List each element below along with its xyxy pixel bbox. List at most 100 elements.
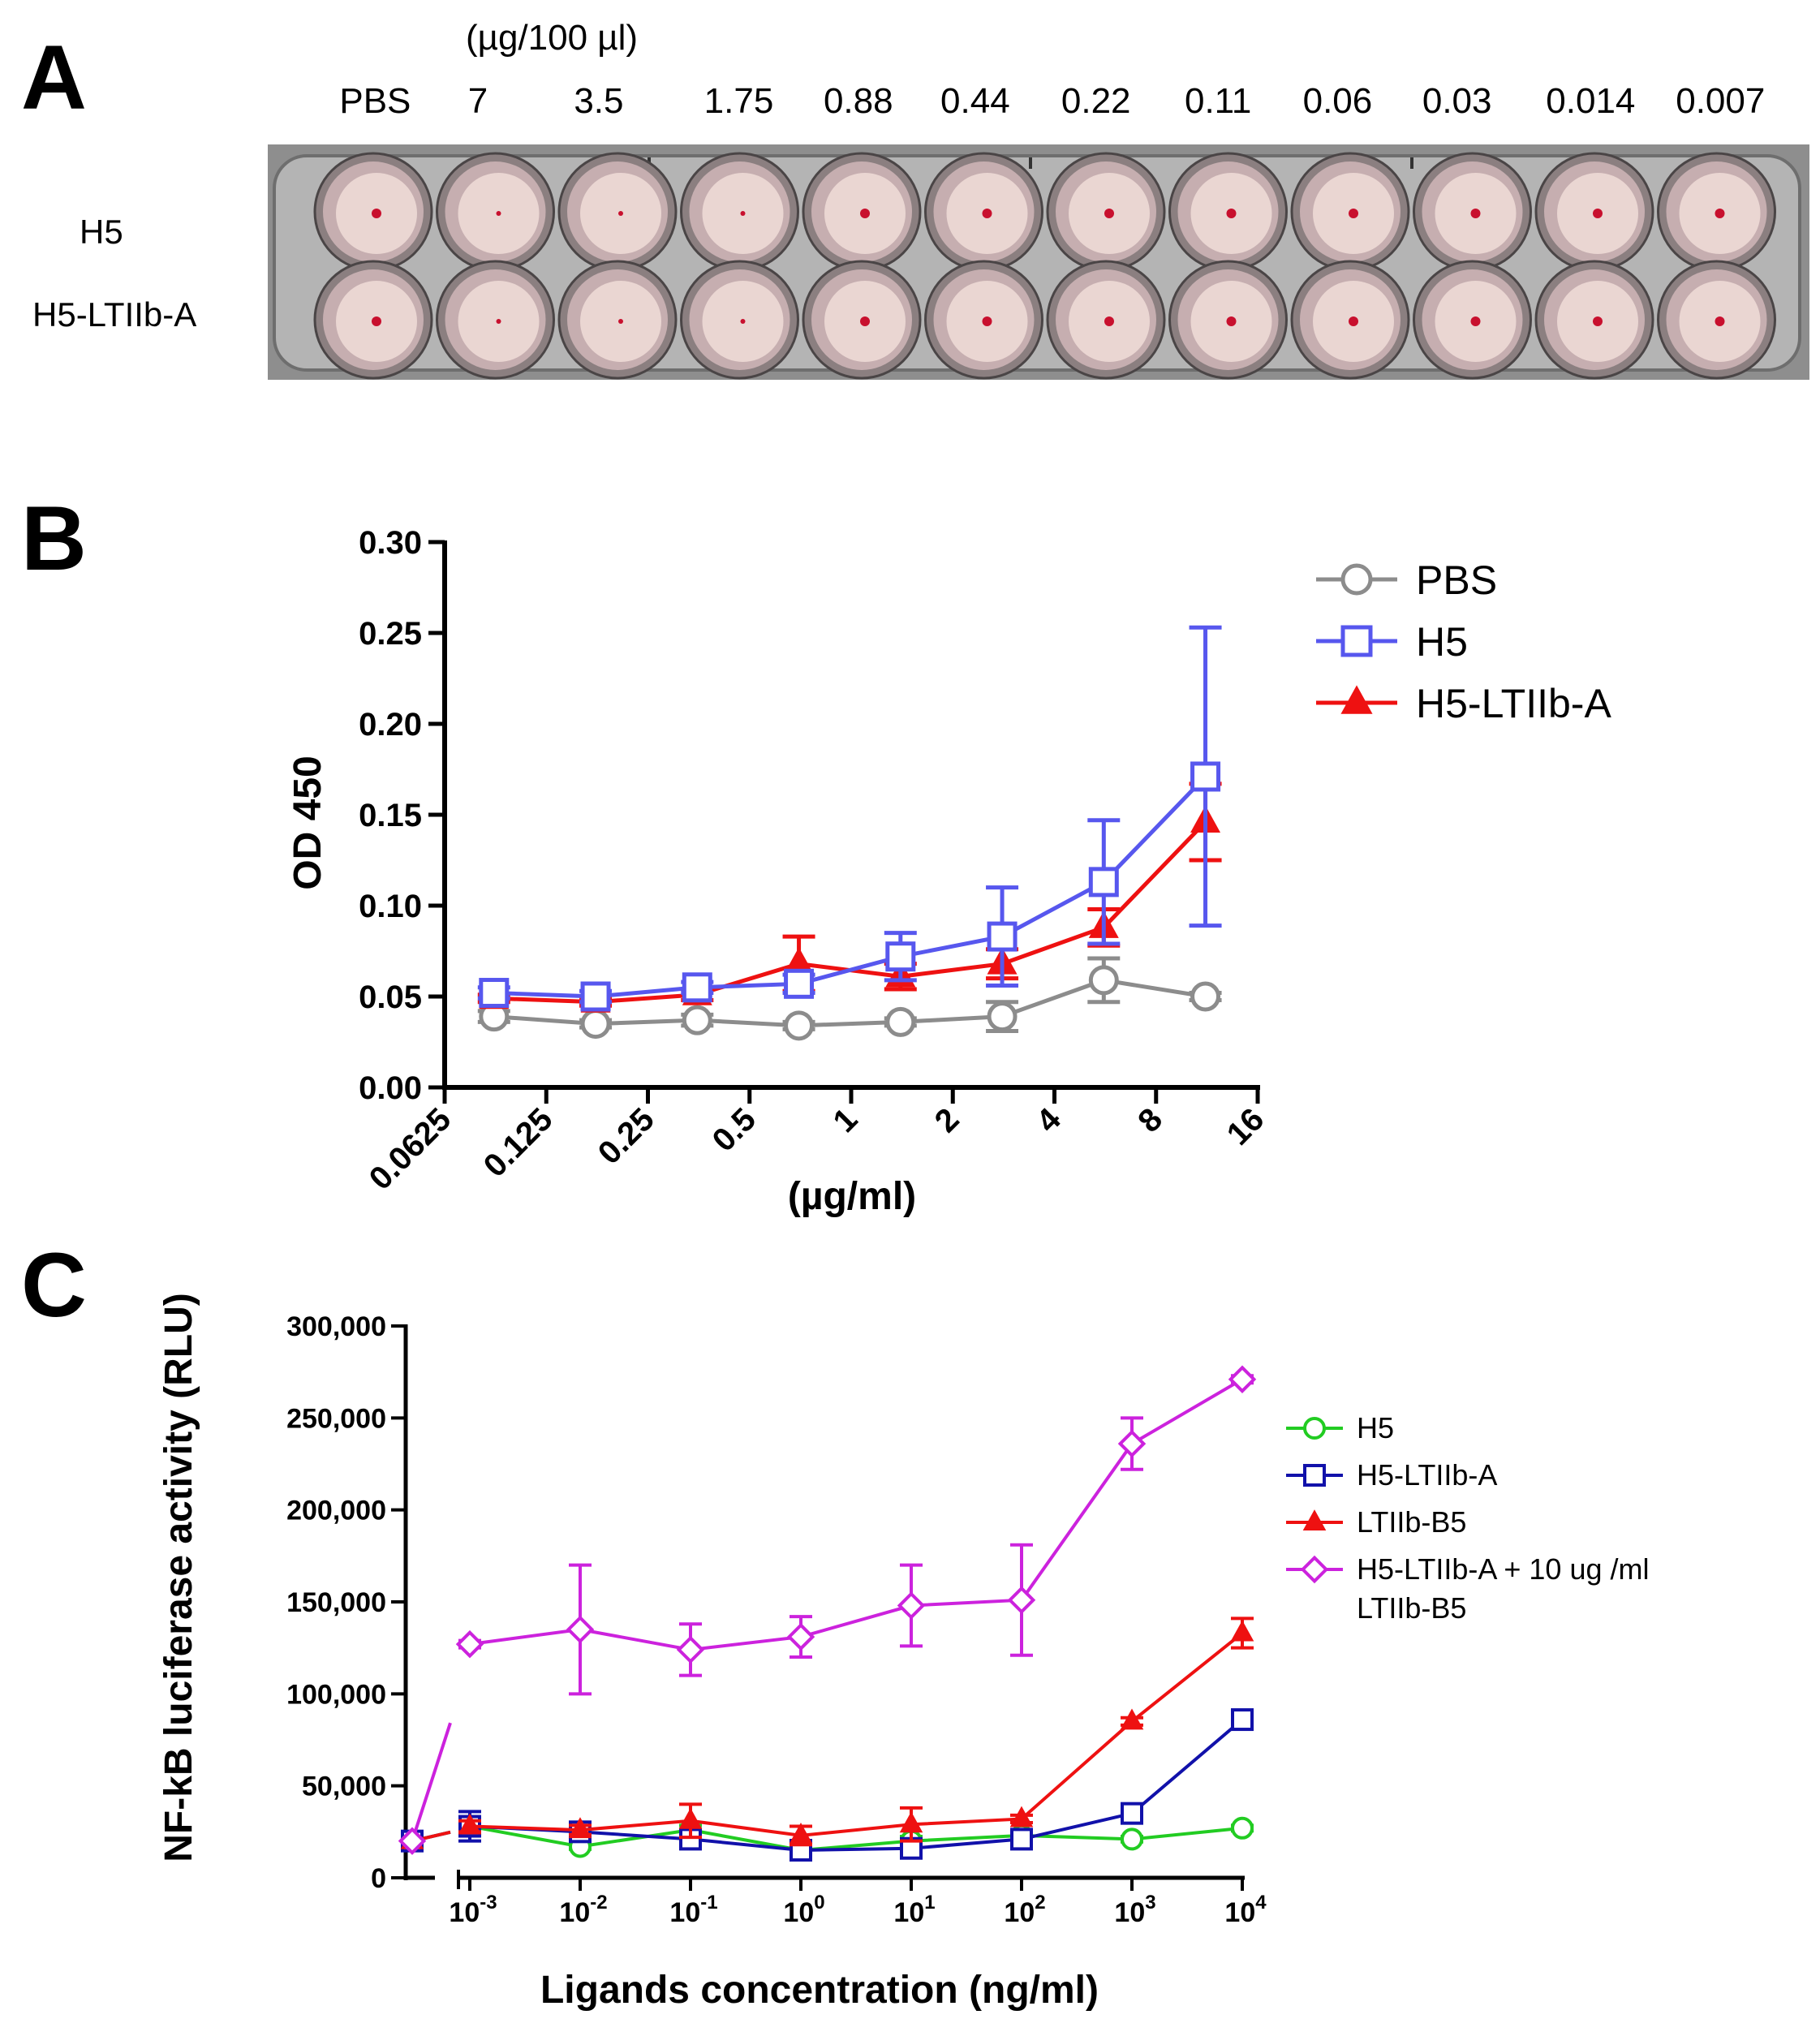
y-tick-label: 300,000: [286, 1311, 386, 1342]
panel-a-column-label: PBS: [339, 81, 411, 121]
rbc-button-dot: [1470, 316, 1481, 326]
panel-a-column-label: 0.007: [1676, 81, 1766, 121]
y-tick-label: 100,000: [286, 1679, 386, 1710]
x-tick-base: 10: [1224, 1897, 1255, 1928]
data-point: [1007, 1586, 1036, 1614]
x-tick-label: 16: [1220, 1101, 1271, 1152]
y-tick-label: 250,000: [286, 1403, 386, 1434]
y-axis-title: NF-kB luciferase activity (RLU): [157, 1293, 200, 1862]
plate-well: [924, 260, 1043, 380]
plate-well: [680, 260, 799, 380]
rbc-button-dot: [1593, 316, 1603, 326]
data-point: [1121, 1827, 1143, 1851]
data-point: [885, 1006, 916, 1037]
data-point: [885, 941, 916, 972]
panel-a-column-label: 0.88: [823, 81, 893, 121]
data-point: [1121, 1802, 1143, 1825]
data-point: [1010, 1827, 1033, 1851]
y-tick-label: 0.20: [359, 707, 422, 743]
data-point: [568, 1817, 592, 1839]
data-point: [784, 968, 815, 999]
data-point: [678, 1807, 703, 1829]
legend-item-ltiib-b5: LTIIb-B5: [1286, 1505, 1466, 1539]
plate-well: [1046, 152, 1166, 272]
rbc-button-dot: [372, 316, 381, 326]
legend-label: H5-LTIIb-A: [1416, 681, 1611, 726]
x-axis-title: Ligands concentration (ng/ml): [540, 1969, 1099, 2012]
x-tick-label: 0.5: [706, 1101, 763, 1158]
panel-a-column-label: 1.75: [703, 81, 774, 121]
x-tick-label: 103: [1114, 1892, 1155, 1928]
y-tick-label: 0.05: [359, 979, 422, 1015]
series-line-zero-segment: [411, 1722, 452, 1842]
legend-label: H5: [1357, 1411, 1394, 1444]
legend-item-h5-ltiib-a-10-ug-ml-ltiib-b5: H5-LTIIb-A + 10 ug /ml LTIIb-B5: [1286, 1552, 1650, 1625]
rbc-button-dot: [982, 209, 992, 218]
x-tick-label: 102: [1004, 1892, 1045, 1928]
y-axis-title: OD 450: [286, 756, 329, 889]
y-tick-label: 0.25: [359, 616, 422, 652]
x-tick-label: 10-3: [449, 1892, 497, 1928]
plate-well: [1168, 260, 1288, 380]
data-point: [458, 1813, 482, 1835]
data-point: [1009, 1806, 1034, 1827]
x-tick-exponent: -1: [700, 1892, 717, 1914]
data-point: [987, 921, 1018, 952]
rbc-button-dot: [1349, 209, 1358, 218]
series-line: [469, 1824, 1243, 1853]
panel-b-chart: 0.00 0.05 0.10 0.15 0.20 0.25 0.30 0.0625 0.125 0…: [286, 525, 1611, 1218]
data-point-zero: [398, 1827, 427, 1855]
legend-label: LTIIb-B5: [1357, 1505, 1466, 1539]
x-tick-label: 2: [928, 1101, 966, 1139]
x-tick-exponent: 2: [1035, 1892, 1045, 1914]
data-point: [899, 1811, 923, 1833]
data-point: [580, 1009, 611, 1040]
x-tick-label: 101: [893, 1892, 935, 1928]
data-point: [1230, 1620, 1254, 1642]
data-point: [1088, 965, 1119, 996]
rbc-button-dot: [496, 211, 501, 216]
y-tick-label: 200,000: [286, 1496, 386, 1526]
data-point: [676, 1635, 705, 1664]
legend-marker: [1303, 1464, 1326, 1487]
x-tick-label: 10-2: [559, 1892, 607, 1928]
rbc-button-dot: [740, 319, 746, 324]
panel-a-column-label: 0.22: [1061, 81, 1131, 121]
plate-well: [313, 260, 433, 380]
data-point: [1190, 981, 1221, 1012]
legend-item-h5-ltiib-a: H5-LTIIb-A: [1286, 1458, 1497, 1492]
panel-c-chart: 0 50,000 100,000 150,000 200,000 250,000 300,0…: [157, 1293, 1650, 2012]
y-tick-label: 0: [371, 1863, 386, 1894]
x-tick-exponent: 1: [924, 1892, 935, 1914]
plate-well: [1534, 260, 1654, 380]
data-point: [784, 1010, 815, 1041]
data-point: [1190, 761, 1221, 792]
rbc-button-dot: [1593, 209, 1603, 218]
rbc-button-dot: [860, 316, 870, 326]
series-line: [469, 1378, 1244, 1651]
data-point: [1088, 867, 1119, 898]
plate-well: [436, 260, 555, 380]
x-tick-exponent: -3: [480, 1892, 497, 1914]
data-point: [987, 1001, 1018, 1032]
rbc-button-dot: [1104, 316, 1114, 326]
legend-item-h5: H5: [1316, 619, 1468, 665]
panel-a-row-label-h5-ltiib-a: H5-LTIIb-A: [32, 295, 197, 334]
panel-a-column-label: 3.5: [574, 81, 624, 121]
panel-a-units-label: (µg/100 µl): [465, 18, 639, 58]
series-h5-ltiib-a-10-ug-ml-ltiib-b5: [398, 1365, 1257, 1855]
rbc-button-dot: [982, 316, 992, 326]
plate-well: [1534, 152, 1654, 272]
x-tick-base: 10: [669, 1897, 700, 1928]
plate-well: [924, 152, 1043, 272]
legend-marker: [1302, 1509, 1327, 1530]
series-line: [493, 775, 1207, 999]
data-point: [897, 1591, 926, 1620]
legend-marker: [1340, 685, 1373, 714]
rbc-button-dot: [1226, 316, 1237, 326]
data-point: [1231, 1708, 1254, 1732]
y-tick-label: 150,000: [286, 1587, 386, 1618]
panel-a-row-label-h5: H5: [80, 213, 123, 251]
plate-well: [557, 260, 678, 380]
y-tick-label: 0.15: [359, 798, 422, 833]
